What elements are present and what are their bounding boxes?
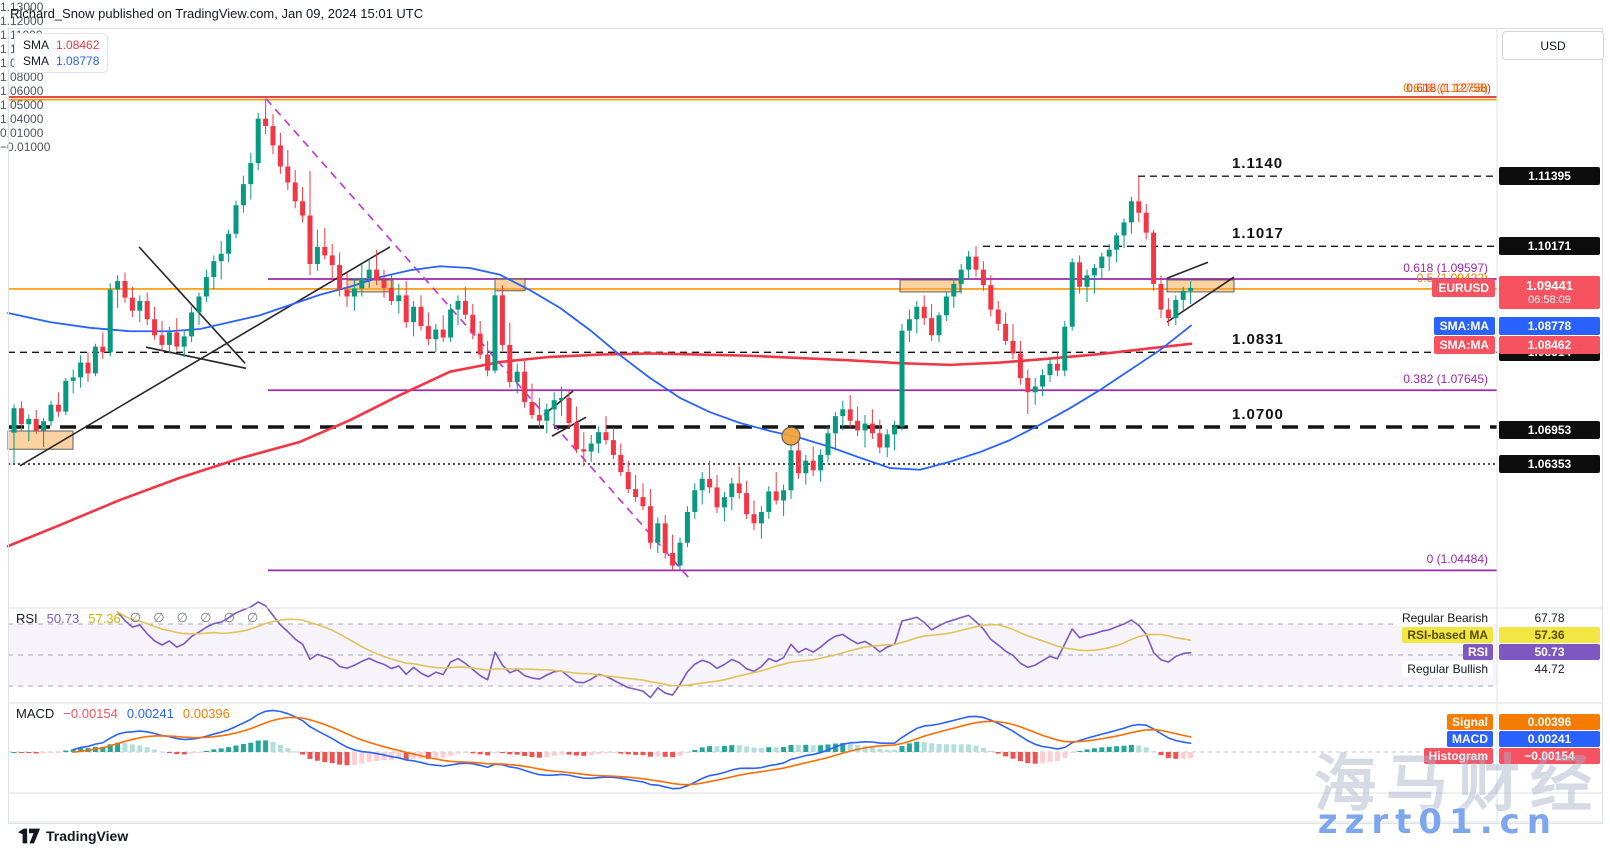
price-level-label-1.1140: 1.1140 xyxy=(1232,155,1284,173)
rsi-based-ma-label: RSI-based MA xyxy=(1402,627,1493,643)
macd-axis-value: 0.00241 xyxy=(1499,731,1600,747)
sma-label: SMA xyxy=(23,38,50,52)
macd-axis-label: MACD xyxy=(1447,731,1493,747)
zone-box-4 xyxy=(1166,279,1235,293)
price-axis-tick-1.08000: 1.08000 xyxy=(0,70,44,84)
fib-label-0: 0.618 (1.12758) xyxy=(1403,80,1488,95)
sma-blue-value: 1.08778 xyxy=(56,54,100,68)
price-axis-badge-1.10171: 1.10171 xyxy=(1499,237,1600,256)
signal-axis-label: Signal xyxy=(1446,714,1493,730)
zone-box-3 xyxy=(899,279,961,293)
last-price-badge: 1.09441 06:58:09 xyxy=(1499,276,1600,309)
rsi-axis-value: 50.73 xyxy=(1499,644,1600,660)
price-level-label-1.0700: 1.0700 xyxy=(1232,406,1284,423)
chart-title: Richard_Snow published on TradingView.co… xyxy=(10,6,424,21)
regular-bearish-label: Regular Bearish xyxy=(1396,610,1493,626)
fib-label-4: 0 (1.04484) xyxy=(1426,552,1488,567)
sma-red-axis-label: SMA:MA xyxy=(1433,336,1495,354)
price-level-label-1.1017: 1.1017 xyxy=(1232,225,1284,243)
rsi-axis-label: RSI xyxy=(1462,644,1493,660)
histogram-axis-value: −0.00154 xyxy=(1499,748,1600,764)
signal-axis-value: 0.00396 xyxy=(1499,714,1600,730)
price-axis-tick-1.05000: 1.05000 xyxy=(0,98,44,112)
tradingview-logo-text: TradingView xyxy=(46,828,129,844)
price-axis-tick-1.06000: 1.06000 xyxy=(0,84,44,98)
price-axis-badge-1.06953: 1.06953 xyxy=(1499,420,1600,439)
macd-title: MACD xyxy=(16,706,55,721)
trendline-1 xyxy=(138,246,246,364)
histogram-axis-label: Histogram xyxy=(1423,748,1493,764)
price-level-label-1.0831: 1.0831 xyxy=(1232,331,1284,349)
bar-countdown: 06:58:09 xyxy=(1528,293,1571,306)
trendline-0 xyxy=(19,246,391,467)
rsi-ma-value: 57.36 xyxy=(88,611,121,626)
fib-label-echo: 0.618 (1.12758) xyxy=(1406,80,1491,95)
regular-bullish-value: 44.72 xyxy=(1499,661,1600,677)
macd-axis-tick: −0.01000 xyxy=(0,140,51,154)
regular-bullish-label: Regular Bullish xyxy=(1402,661,1493,677)
watermark-url: zzrt01.cn xyxy=(1317,802,1558,842)
price-axis-tick-1.12000: 1.12000 xyxy=(0,14,44,28)
last-price-value: 1.09441 xyxy=(1526,277,1573,293)
sma-red-value: 1.08462 xyxy=(56,38,100,52)
price-axis-badge-1.11395: 1.11395 xyxy=(1499,167,1600,186)
rsi-header[interactable]: RSI 50.73 57.36 ∅ ∅ ∅ ∅ ∅ ∅ xyxy=(16,611,262,626)
currency-toggle-button[interactable]: USD xyxy=(1502,31,1604,60)
macd-line-value: 0.00241 xyxy=(126,706,174,721)
sma-legend-row-blue: SMA 1.08778 xyxy=(23,53,99,69)
macd-header[interactable]: MACD −0.00154 0.00241 0.00396 xyxy=(16,706,230,721)
sma-legend[interactable]: SMA 1.08462 SMA 1.08778 xyxy=(14,33,109,73)
symbol-badge: EURUSD xyxy=(1432,279,1495,297)
sma-legend-row-red: SMA 1.08462 xyxy=(23,37,99,53)
rsi-divergence-values: ∅ ∅ ∅ ∅ ∅ ∅ xyxy=(129,611,263,626)
trendline-6 xyxy=(1166,261,1209,279)
price-axis-tick-1.13000: 1.13000 xyxy=(0,0,44,14)
price-axis-badge-1.06353: 1.06353 xyxy=(1499,454,1600,473)
macd-axis-tick: 0.01000 xyxy=(0,126,44,140)
sma-label-2: SMA xyxy=(23,54,50,68)
sma-red-axis-value: 1.08462 xyxy=(1499,336,1600,354)
tradingview-logo[interactable]: TradingView xyxy=(18,828,128,844)
price-axis-tick-1.04000: 1.04000 xyxy=(0,112,44,126)
trendline-2 xyxy=(145,346,247,370)
trendline-3 xyxy=(544,390,574,415)
rsi-title: RSI xyxy=(16,611,38,626)
watermark-cjk: 海马财经 xyxy=(1313,747,1602,820)
rsi-value: 50.73 xyxy=(46,611,80,626)
zone-box-2 xyxy=(494,278,526,292)
sma-blue-axis-label: SMA:MA xyxy=(1433,317,1495,335)
fib-label-1: 0.618 (1.09597) xyxy=(1403,260,1488,275)
tradingview-logo-icon xyxy=(18,828,40,844)
macd-hist-value: −0.00154 xyxy=(63,706,118,721)
regular-bearish-value: 67.78 xyxy=(1499,610,1600,626)
fib-label-3: 0.382 (1.07645) xyxy=(1403,372,1488,387)
macd-signal-value: 0.00396 xyxy=(182,706,230,721)
rsi-based-ma-value: 57.36 xyxy=(1499,627,1600,643)
sma-blue-axis-value: 1.08778 xyxy=(1499,317,1600,335)
